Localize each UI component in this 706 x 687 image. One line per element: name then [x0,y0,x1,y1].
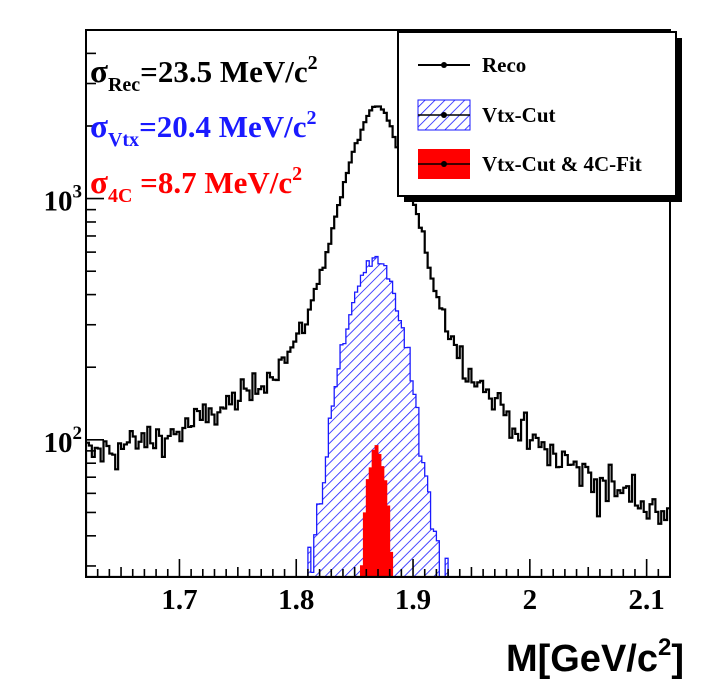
sigma-symbol: σ [90,54,108,90]
x-axis-title-main: M[GeV/c [506,638,658,680]
plot-area [86,105,670,577]
sigma-value: =20.4 MeV/c [139,109,306,144]
sigma-value: =23.5 MeV/c [140,54,307,89]
x-tick-label: 2.1 [629,584,665,616]
legend-label-reco: Reco [482,53,526,77]
sigma-symbol: σ [90,109,108,145]
series-vtx-cut-histogram [289,255,470,577]
legend-marker-dot [441,62,447,68]
y-tick-base: 10 [44,186,73,218]
legend-label-vtx: Vtx-Cut [482,103,556,127]
legend-entry-reco: Reco [418,53,526,77]
legend-entry-4c: Vtx-Cut & 4C-Fit [418,149,642,179]
series-4c-fit-histogram [359,445,399,577]
y-tick-label: 103 [44,182,83,218]
sigma-unit-sup: 2 [308,52,318,74]
x-tick-label: 1.7 [161,584,197,616]
legend-marker-dot [441,161,447,167]
legend: Reco Vtx-Cut Vtx-Cut & 4C-Fit [397,31,682,202]
x-tick-label: 1.8 [278,584,314,616]
sigma-4c-annotation: σ4C =8.7 MeV/c2 [90,163,302,207]
x-axis-title-sup: 2 [658,634,671,661]
sigma-subscript: 4C [108,185,132,207]
sigma-subscript: Rec [108,74,140,96]
y-tick-labels: 102 103 [44,182,83,459]
x-tick-labels: 1.7 1.8 1.9 2 2.1 [161,584,664,616]
x-axis-title: M[GeV/c2] [506,634,684,680]
sigma-subscript: Vtx [108,129,139,151]
sigma-unit-sup: 2 [307,107,317,129]
legend-marker-dot [441,112,447,118]
y-tick-label: 102 [44,423,83,459]
y-tick-base: 10 [44,427,73,459]
x-axis-title-close: ] [671,638,684,680]
series-layer [86,105,670,577]
sigma-rec-annotation: σRec=23.5 MeV/c2 [90,52,318,96]
sigma-vtx-annotation: σVtx=20.4 MeV/c2 [90,107,317,151]
legend-entry-vtx: Vtx-Cut [417,99,556,131]
y-tick-exp: 3 [73,182,83,203]
sigma-value: =8.7 MeV/c [132,165,292,200]
legend-label-4c: Vtx-Cut & 4C-Fit [482,152,642,176]
sigma-annotations: σRec=23.5 MeV/c2 σVtx=20.4 MeV/c2 σ4C =8… [90,52,318,207]
sigma-symbol: σ [90,165,108,201]
y-tick-exp: 2 [73,423,83,444]
x-tick-label: 2 [523,584,538,616]
sigma-unit-sup: 2 [292,163,302,185]
x-tick-label: 1.9 [395,584,431,616]
series-reco-histogram [86,105,670,577]
ticks-layer [85,29,671,577]
